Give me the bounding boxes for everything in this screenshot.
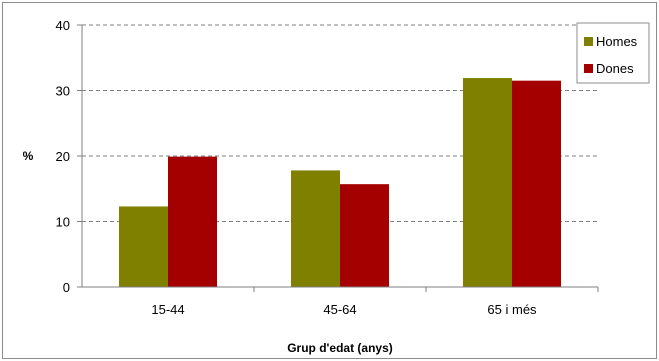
y-tick-label: 10 (56, 215, 70, 230)
x-axis-title: Grup d'edat (anys) (287, 341, 393, 355)
bar-dones (340, 184, 389, 287)
y-tick-label: 20 (56, 149, 70, 164)
bar-homes (291, 170, 340, 287)
bar-dones (512, 80, 561, 287)
legend: Homes Dones (576, 22, 650, 84)
y-axis-title: % (23, 149, 34, 163)
y-tick-label: 30 (56, 84, 70, 99)
y-tick-label: 0 (63, 280, 70, 295)
ticks-layer: 0 10 20 30 40 15-44 45-64 65 i més (56, 18, 599, 317)
legend-swatch-homes (584, 37, 593, 46)
bars-layer (119, 78, 561, 288)
bar-dones (168, 156, 217, 287)
x-tick-label: 15-44 (151, 302, 184, 317)
bar-homes (119, 206, 168, 287)
x-tick-label: 45-64 (323, 302, 356, 317)
x-tick-label: 65 i més (487, 302, 537, 317)
bar-homes (463, 78, 512, 288)
legend-label-dones: Dones (596, 61, 634, 76)
legend-swatch-dones (584, 64, 593, 73)
y-tick-label: 40 (56, 18, 70, 33)
legend-label-homes: Homes (596, 34, 638, 49)
